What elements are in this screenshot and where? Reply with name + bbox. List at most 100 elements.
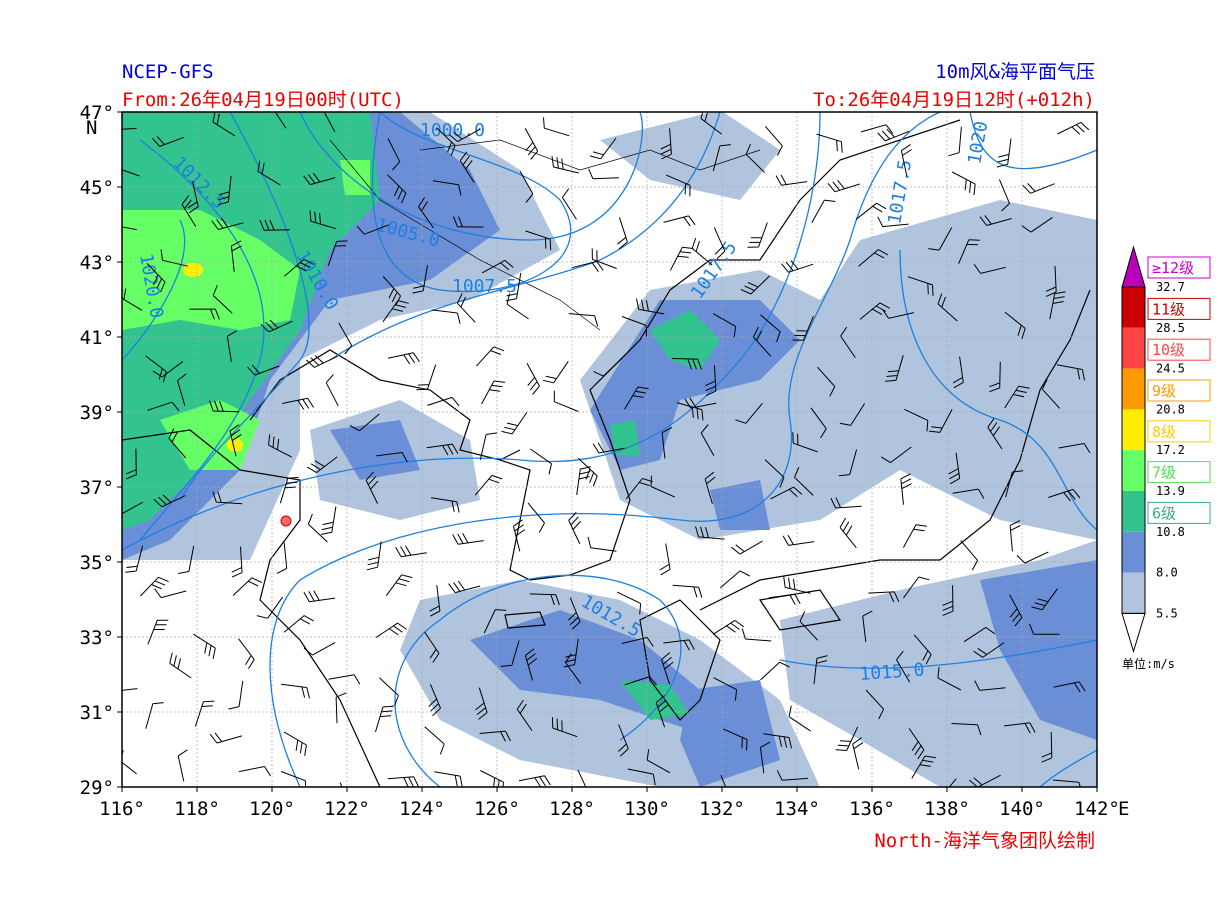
- wind-barb: [655, 695, 669, 728]
- wind-barb: [412, 265, 428, 294]
- colorbar-label: 32.7: [1156, 280, 1185, 294]
- wind-barb: [327, 240, 348, 267]
- wind-barb: [303, 641, 336, 656]
- colorbar: 32.7 28.5 24.5 20.8 17.2 13.9 10.8 8.0 5.5 ≥12级 11…: [1121, 245, 1211, 671]
- wind-barb: [880, 446, 912, 464]
- level-box: [1147, 461, 1211, 484]
- wind-barb: [307, 513, 328, 543]
- wind-barb: [783, 576, 811, 594]
- wind-barb: [839, 517, 857, 549]
- wind-barb: [553, 390, 579, 412]
- wind-barb: [810, 407, 827, 439]
- wind-barbs: [122, 112, 1091, 787]
- colorbar-label: 10.8: [1156, 525, 1185, 539]
- wind-barb: [452, 533, 484, 545]
- wind-barb: [501, 412, 528, 435]
- colorbar-label: 8.0: [1156, 566, 1178, 580]
- lat-tick-label: 31°: [80, 702, 114, 724]
- wind-barb: [146, 263, 166, 293]
- wind-barb: [122, 501, 144, 515]
- wind-barb: [325, 374, 339, 407]
- wind-barb: [387, 174, 407, 204]
- wind-barb: [770, 486, 803, 500]
- wind-barb: [593, 357, 623, 377]
- wind-barb: [960, 540, 979, 571]
- wind-barb: [830, 497, 862, 509]
- wind-barb: [817, 366, 836, 397]
- level-box: [1147, 256, 1211, 279]
- wind-barb: [518, 775, 551, 787]
- wind-barb: [387, 776, 419, 787]
- wind-barb: [436, 127, 456, 156]
- wind-barb: [426, 443, 459, 456]
- wind-barb: [276, 542, 288, 574]
- credit: North-海洋气象团队绘制: [874, 830, 1095, 852]
- lat-tick-label: 29°: [80, 777, 114, 799]
- colorbar-label: 5.5: [1156, 606, 1178, 620]
- wind-barb: [877, 216, 909, 228]
- wind-barb: [712, 619, 745, 635]
- lon-tick-label: 130°: [624, 798, 670, 820]
- level-label: 10级: [1152, 341, 1185, 359]
- wind-barb: [731, 540, 763, 555]
- wind-barb: [542, 361, 569, 384]
- wind-barb: [745, 144, 765, 173]
- wind-barb: [576, 466, 592, 495]
- wind-barb: [209, 732, 243, 744]
- wind-barb: [827, 179, 860, 193]
- wind-barb: [476, 346, 505, 367]
- wind-barb: [181, 195, 197, 227]
- wind-barb: [885, 355, 904, 382]
- wind-barb: [247, 364, 280, 376]
- colorbar-label: 28.5: [1156, 321, 1185, 335]
- wind-barb: [763, 733, 792, 749]
- to-time: To:26年04月19日12时(+012h): [813, 89, 1095, 111]
- wind-barb: [153, 494, 186, 508]
- wind-barb: [792, 316, 814, 341]
- lon-unit: E: [1118, 798, 1129, 820]
- wind-barb: [661, 427, 673, 459]
- wind-barb: [211, 217, 244, 230]
- wind-barb: [627, 768, 656, 785]
- wind-barb: [1056, 364, 1085, 381]
- wind-barb: [238, 638, 255, 670]
- level-label: 7级: [1152, 464, 1176, 482]
- wind-barb: [618, 724, 629, 757]
- wind-barb: [568, 597, 581, 630]
- wind-barb: [568, 313, 599, 327]
- wind-barb: [764, 459, 785, 488]
- wind-barb: [122, 127, 137, 130]
- wind-barb: [735, 402, 763, 424]
- wind-barb: [365, 471, 379, 504]
- wind-barb: [973, 264, 1006, 274]
- wind-barb: [232, 577, 263, 596]
- wind-barb: [799, 611, 819, 641]
- wind-barb: [1021, 216, 1053, 233]
- wind-barb: [877, 128, 910, 142]
- wind-barb: [659, 543, 671, 576]
- wind-barb: [283, 615, 314, 633]
- wind-barb: [1009, 520, 1021, 552]
- from-time: From:26年04月19日00时(UTC): [122, 89, 404, 111]
- wind-barb: [122, 688, 138, 691]
- wind-barb: [456, 293, 476, 323]
- wind-barb: [506, 293, 529, 320]
- wind-barb: [672, 584, 703, 598]
- wind-barb: [712, 144, 731, 172]
- wind-barb: [529, 593, 560, 606]
- wind-barb: [280, 683, 310, 699]
- wind-barb: [416, 364, 437, 391]
- lon-tick-label: 138°: [924, 798, 970, 820]
- colorbar-segment: [1122, 327, 1145, 369]
- wind-barb: [958, 239, 980, 264]
- wind-barb: [760, 314, 781, 343]
- wind-barb: [577, 769, 587, 787]
- wind-barb: [868, 591, 900, 603]
- level-box: [1147, 379, 1211, 402]
- wind-barb: [274, 112, 287, 129]
- wind-barb: [973, 642, 1005, 658]
- colorbar-label: 20.8: [1156, 402, 1185, 416]
- wind-barb: [429, 585, 441, 617]
- wind-barb: [168, 428, 187, 459]
- wind-barb: [617, 217, 628, 250]
